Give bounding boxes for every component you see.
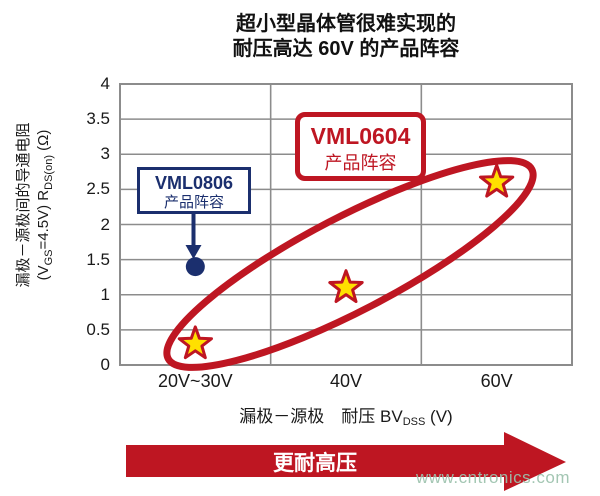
more-voltage-arrow	[126, 432, 566, 491]
vml0806-sublabel: 产品阵容	[163, 194, 224, 211]
more-voltage-arrow-label: 更耐高压	[273, 452, 357, 475]
y-tick-label: 1	[100, 284, 110, 304]
y-tick-label: 0.5	[86, 319, 110, 339]
chart-title: 超小型晶体管很难实现的 耐压高达 60V 的产品阵容	[120, 12, 572, 62]
data-markers	[177, 163, 515, 360]
chart-title-line1: 超小型晶体管很难实现的	[236, 13, 456, 35]
watermark-text: www.cntronics.com	[416, 468, 570, 487]
x-tick-label: 40V	[329, 371, 363, 391]
x-tick-label: 20V~30V	[158, 371, 233, 391]
vml0806-callout-box: VML0806 产品阵容	[137, 167, 251, 214]
y-tick-label: 2	[100, 214, 110, 234]
vml0604-label: VML0604	[310, 123, 411, 149]
y-tick-label: 2.5	[86, 179, 110, 199]
y-tick-label: 3	[100, 144, 110, 164]
y-axis-ticks: 4 3.5 3 2.5 2 1.5 1 0.5 0	[62, 0, 110, 400]
star-marker	[177, 325, 213, 360]
vml0604-sublabel: 产品阵容	[324, 153, 397, 173]
vml0604-group-ellipse	[163, 157, 537, 371]
y-tick-label: 4	[100, 74, 110, 93]
star-marker	[479, 163, 515, 198]
star-marker	[328, 269, 364, 303]
x-tick-label: 60V	[480, 371, 513, 391]
plot-border	[119, 83, 573, 366]
y-tick-label: 0	[100, 355, 110, 374]
circle-marker	[185, 257, 205, 277]
vml0806-pointer-arrow	[185, 214, 202, 259]
vml0806-label: VML0806	[154, 173, 234, 193]
y-tick-label: 3.5	[86, 109, 110, 129]
x-axis-label: 漏极－源极 耐压 BVDSS (V)	[239, 407, 453, 428]
chart-title-line2: 耐压高达 60V 的产品阵容	[232, 38, 460, 60]
vml0604-callout-box: VML0604 产品阵容	[295, 112, 426, 181]
y-tick-label: 1.5	[86, 249, 110, 269]
